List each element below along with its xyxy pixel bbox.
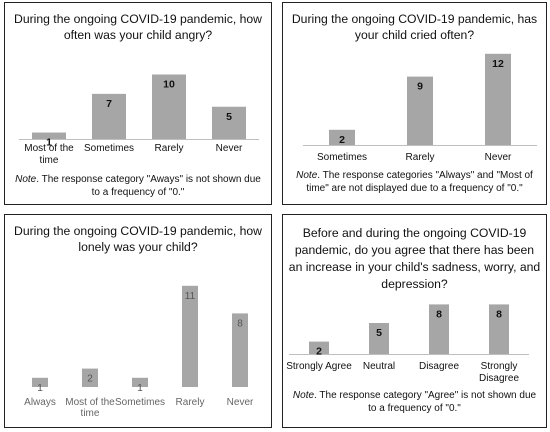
category-label: Rarely <box>176 397 205 408</box>
bar-always <box>32 377 48 387</box>
category-label: Disagree <box>419 361 459 372</box>
data-label: 1 <box>46 137 52 149</box>
category-label: Most of the <box>24 143 74 154</box>
data-label: 1 <box>137 383 143 394</box>
category-label: Disagree <box>479 373 519 384</box>
bar-never <box>212 106 246 139</box>
chart-note: Note. The response categories "Always" a… <box>289 170 540 195</box>
note-label: Note <box>15 174 37 185</box>
bar-sometimes <box>132 377 148 387</box>
category-label: time <box>81 408 100 419</box>
bar-rarely <box>152 74 186 139</box>
bar-most-of-the-time <box>82 368 98 387</box>
bar-rarely <box>182 285 198 387</box>
bar-chart-sadness: 2 Strongly Agree 5 Neutral 8 Disagree 8 Strongl… <box>286 304 529 384</box>
chart-title: Before and during the ongoing COVID-19 p… <box>288 226 541 291</box>
category-label: Neutral <box>363 361 395 372</box>
chart-title: During the ongoing COVID-19 pandemic, ha… <box>291 12 538 42</box>
chart-panel-lonely: During the ongoing COVID-19 pandemic, ho… <box>4 214 272 428</box>
category-label: Strongly <box>481 361 518 372</box>
data-label: 10 <box>163 79 175 91</box>
category-label: Sometimes <box>115 397 165 408</box>
note-label: Note <box>292 390 315 401</box>
category-label: Never <box>216 143 243 154</box>
data-label: 12 <box>492 58 504 70</box>
category-label: Always <box>24 397 56 408</box>
bar-strongly-agree <box>309 341 329 354</box>
data-label: 5 <box>226 111 232 123</box>
data-label: 5 <box>376 327 382 339</box>
note-text: . The response categories "Always" and "… <box>306 170 533 194</box>
note-text: . The response category "Aways" is not s… <box>36 174 261 198</box>
category-label: Never <box>485 152 512 163</box>
data-label: 7 <box>106 98 112 110</box>
bar-rarely <box>407 76 433 145</box>
category-label: Strongly Agree <box>286 361 352 372</box>
chart-title: During the ongoing COVID-19 pandemic, ho… <box>14 12 262 42</box>
data-label: 8 <box>237 318 243 329</box>
chart-panel-sadness: Before and during the ongoing COVID-19 p… <box>282 214 547 428</box>
data-label: 2 <box>87 374 93 385</box>
data-label: 9 <box>417 81 423 93</box>
bar-sometimes <box>329 129 355 145</box>
bar-sometimes <box>92 93 126 139</box>
bar-strongly-disagree <box>489 304 509 354</box>
category-label: Sometimes <box>84 143 134 154</box>
category-label: Sometimes <box>317 152 367 163</box>
category-label: Rarely <box>155 143 184 154</box>
category-label: Rarely <box>406 152 435 163</box>
chart-panel-cried: During the ongoing COVID-19 pandemic, ha… <box>282 2 547 205</box>
chart-title: During the ongoing COVID-19 pandemic, ho… <box>14 224 262 254</box>
bar-never <box>485 53 511 145</box>
bar-never <box>232 313 248 387</box>
data-label: 2 <box>339 134 345 146</box>
chart-note: Note. The response category "Agree" is n… <box>289 390 540 415</box>
note-label: Note <box>296 170 318 181</box>
chart-panel-angry: During the ongoing COVID-19 pandemic, ho… <box>4 2 272 205</box>
data-label: 11 <box>185 291 196 302</box>
category-label: Never <box>227 397 254 408</box>
data-label: 1 <box>37 383 43 394</box>
data-label: 2 <box>316 346 322 358</box>
bar-most-of-the-time <box>32 132 66 139</box>
bar-chart-cried: 2 Sometimes 9 Rarely 12 Never <box>303 53 537 163</box>
bar-disagree <box>429 304 449 354</box>
data-label: 8 <box>496 308 502 320</box>
chart-note: Note. The response category "Aways" is n… <box>11 174 265 199</box>
data-label: 8 <box>436 308 442 320</box>
bar-neutral <box>369 323 389 354</box>
category-label: Most of the <box>65 397 115 408</box>
note-text: . The response category "Agree" is not s… <box>314 390 537 414</box>
category-label: time <box>40 155 59 166</box>
